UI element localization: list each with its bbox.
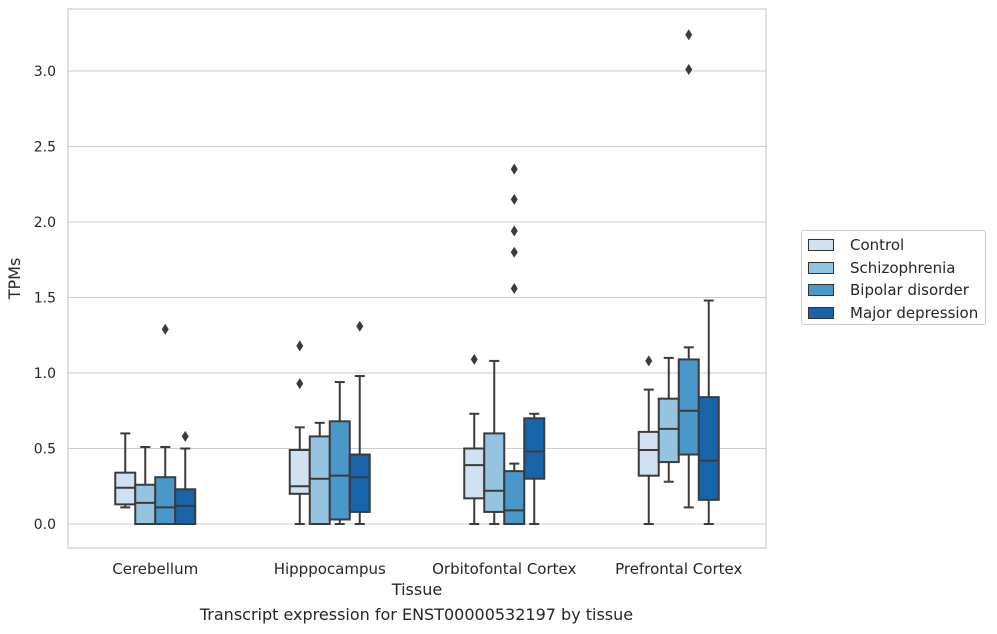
plot-frame	[67, 8, 767, 549]
box	[348, 453, 371, 513]
outlier-point	[645, 355, 653, 367]
box	[134, 483, 157, 525]
legend-item-schizophrenia: Schizophrenia	[808, 257, 955, 279]
legend-swatch-bipolar	[808, 284, 834, 296]
legend-label-schizophrenia: Schizophrenia	[850, 259, 956, 277]
x-tick-label: Prefrontal Cortex	[615, 560, 742, 578]
y-tick-label: 0.0	[34, 517, 56, 533]
y-tick-label: 2.5	[34, 140, 56, 156]
x-tick-label: Cerebellum	[112, 560, 198, 578]
outlier-point	[296, 378, 304, 390]
legend-swatch-major-depression	[808, 307, 834, 319]
y-axis-label: TPMs	[5, 258, 24, 301]
box	[637, 430, 660, 477]
y-tick-label: 1.5	[34, 291, 56, 307]
outlier-point	[510, 225, 518, 237]
outlier-point	[296, 340, 304, 352]
outlier-point	[356, 320, 364, 332]
y-tick-label: 0.5	[34, 442, 56, 458]
legend-label-bipolar: Bipolar disorder	[850, 281, 969, 299]
box	[697, 396, 720, 501]
x-tick-label: Hipppocampus	[274, 560, 386, 578]
legend-swatch-control	[808, 239, 834, 251]
box	[657, 397, 680, 464]
outlier-point	[161, 323, 169, 335]
legend-swatch-schizophrenia	[808, 262, 834, 274]
y-tick-label: 2.0	[34, 215, 56, 231]
outlier-point	[510, 246, 518, 258]
legend-item-major-depression: Major depression	[808, 302, 978, 324]
legend-label-major-depression: Major depression	[850, 304, 979, 322]
x-tick-label: Orbitofontal Cortex	[432, 560, 576, 578]
box	[154, 476, 177, 526]
y-tick-label: 3.0	[34, 64, 56, 80]
box	[483, 432, 506, 513]
box	[523, 417, 546, 480]
legend-label-control: Control	[850, 236, 905, 254]
outlier-point	[181, 430, 189, 442]
outlier-point	[510, 193, 518, 205]
box	[328, 420, 351, 521]
box	[308, 435, 331, 526]
box	[463, 447, 486, 500]
outlier-point	[470, 353, 478, 365]
box	[503, 470, 526, 525]
legend-item-control: Control	[808, 234, 904, 256]
box	[677, 358, 700, 456]
outlier-point	[685, 29, 693, 41]
figure-caption: Transcript expression for ENST0000053219…	[199, 605, 634, 624]
outlier-point	[685, 63, 693, 75]
x-axis-label: Tissue	[391, 580, 442, 599]
outlier-point	[510, 282, 518, 294]
legend-item-bipolar: Bipolar disorder	[808, 279, 969, 301]
outlier-point	[510, 163, 518, 175]
y-tick-label: 1.0	[34, 366, 56, 382]
legend: Control Schizophrenia Bipolar disorder M…	[801, 230, 986, 325]
